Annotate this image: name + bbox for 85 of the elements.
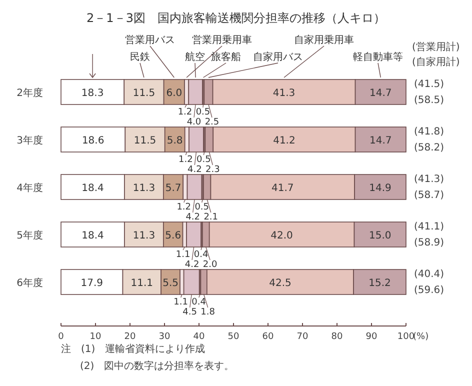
- x-tick-label: 90: [366, 332, 378, 342]
- data-label: 2.3: [206, 165, 220, 175]
- x-tick-label: 40: [193, 332, 205, 342]
- text: 営業用乗用車: [192, 34, 252, 46]
- data-label: 2.5: [204, 118, 220, 128]
- text: (営業用計): [412, 41, 460, 53]
- data-label: 4.2: [184, 260, 200, 270]
- text: 自家用バス: [253, 51, 303, 63]
- x-tick-label: 50: [228, 332, 240, 342]
- data-label: 18.6: [82, 136, 104, 146]
- data-label: 0.4: [192, 298, 206, 308]
- text: (41.5): [414, 79, 444, 90]
- data-label: 0.5: [196, 155, 211, 165]
- data-label: 11.1: [130, 278, 154, 289]
- data-label: 15.0: [368, 230, 392, 242]
- data-label: 41.3: [272, 88, 296, 99]
- data-label: 5.8: [166, 136, 183, 146]
- data-label: 1.2: [178, 155, 193, 165]
- x-tick-label: 30: [158, 332, 170, 342]
- text: (40.4): [414, 269, 444, 280]
- data-label: 41.2: [273, 136, 296, 146]
- x-tick-label: 0: [58, 332, 64, 342]
- data-label: 1.8: [200, 308, 216, 318]
- data-label: 41.7: [272, 183, 294, 194]
- series-label: 旅客船: [211, 51, 241, 63]
- data-label: 14.7: [370, 136, 392, 146]
- y-tick-label: 2年度: [16, 87, 43, 99]
- text: (58.9): [414, 238, 444, 248]
- data-label: 5.5: [162, 278, 178, 289]
- data-label: 11.3: [132, 183, 156, 194]
- series-label: 民鉄: [130, 51, 150, 63]
- x-tick-label: 70: [296, 332, 308, 342]
- data-label: 14.7: [370, 88, 392, 99]
- data-label: 11.5: [132, 88, 156, 99]
- series-label: 軽自動車等: [353, 51, 403, 63]
- data-label: 11.5: [134, 136, 156, 146]
- text: (41.8): [414, 126, 444, 138]
- data-label: 11.3: [132, 230, 156, 242]
- y-tick-label: 5年度: [16, 230, 43, 242]
- data-label: 42.5: [269, 278, 292, 289]
- text: (41.1): [414, 222, 444, 232]
- text: (58.5): [414, 95, 444, 106]
- data-label: 1.1: [176, 250, 190, 260]
- text: (2) 図中の数字は分担率を表す。: [80, 360, 234, 372]
- text: (58.7): [414, 190, 444, 201]
- y-tick-label: 6年度: [16, 277, 43, 289]
- x-tick-label: 60: [262, 332, 274, 342]
- text: 注 (1) 運輸省資料により作成: [61, 343, 206, 355]
- x-tick-label: 10: [90, 332, 102, 342]
- x-tick-label: 80: [331, 332, 343, 342]
- data-label: 18.4: [82, 183, 104, 194]
- data-label: 5.7: [165, 183, 182, 194]
- data-label: 14.9: [369, 183, 392, 194]
- data-label: 4.2: [188, 165, 202, 175]
- data-label: 5.6: [165, 230, 182, 242]
- text: (41.3): [414, 174, 444, 185]
- x-tick-label: 20: [124, 332, 136, 342]
- data-label: 1.2: [176, 202, 192, 212]
- text: 自家用乗用車: [294, 34, 354, 46]
- data-label: 0.5: [196, 108, 210, 118]
- data-label: 42.0: [270, 230, 293, 242]
- data-label: 1.2: [178, 108, 192, 118]
- data-label: 18.3: [81, 88, 104, 99]
- data-label: 6.0: [166, 88, 182, 99]
- text: (58.2): [414, 142, 444, 154]
- data-label: 4.5: [182, 308, 198, 318]
- data-label: 4.0: [186, 118, 202, 128]
- chart-title: 2－1－3図 国内旅客輸送機関分担率の推移（人キロ）: [86, 11, 386, 25]
- y-tick-label: 3年度: [16, 134, 43, 146]
- data-label: 17.9: [80, 278, 104, 289]
- data-label: 1.1: [174, 298, 188, 308]
- x-axis-title: (%): [413, 332, 429, 342]
- x-tick-label: 100: [397, 332, 415, 342]
- data-label: 15.2: [368, 278, 391, 289]
- data-label: 0.5: [194, 202, 210, 212]
- y-tick-label: 4年度: [16, 182, 43, 194]
- data-label: 2.1: [204, 212, 218, 222]
- data-label: 2.0: [202, 260, 218, 270]
- data-label: 18.4: [82, 230, 104, 242]
- data-label: 0.4: [194, 250, 208, 260]
- text: 営業用バス: [125, 34, 175, 46]
- data-label: 4.2: [186, 212, 200, 222]
- series-label: 航空: [185, 51, 205, 63]
- text: (自家用計): [412, 56, 460, 68]
- text: (59.6): [414, 285, 444, 296]
